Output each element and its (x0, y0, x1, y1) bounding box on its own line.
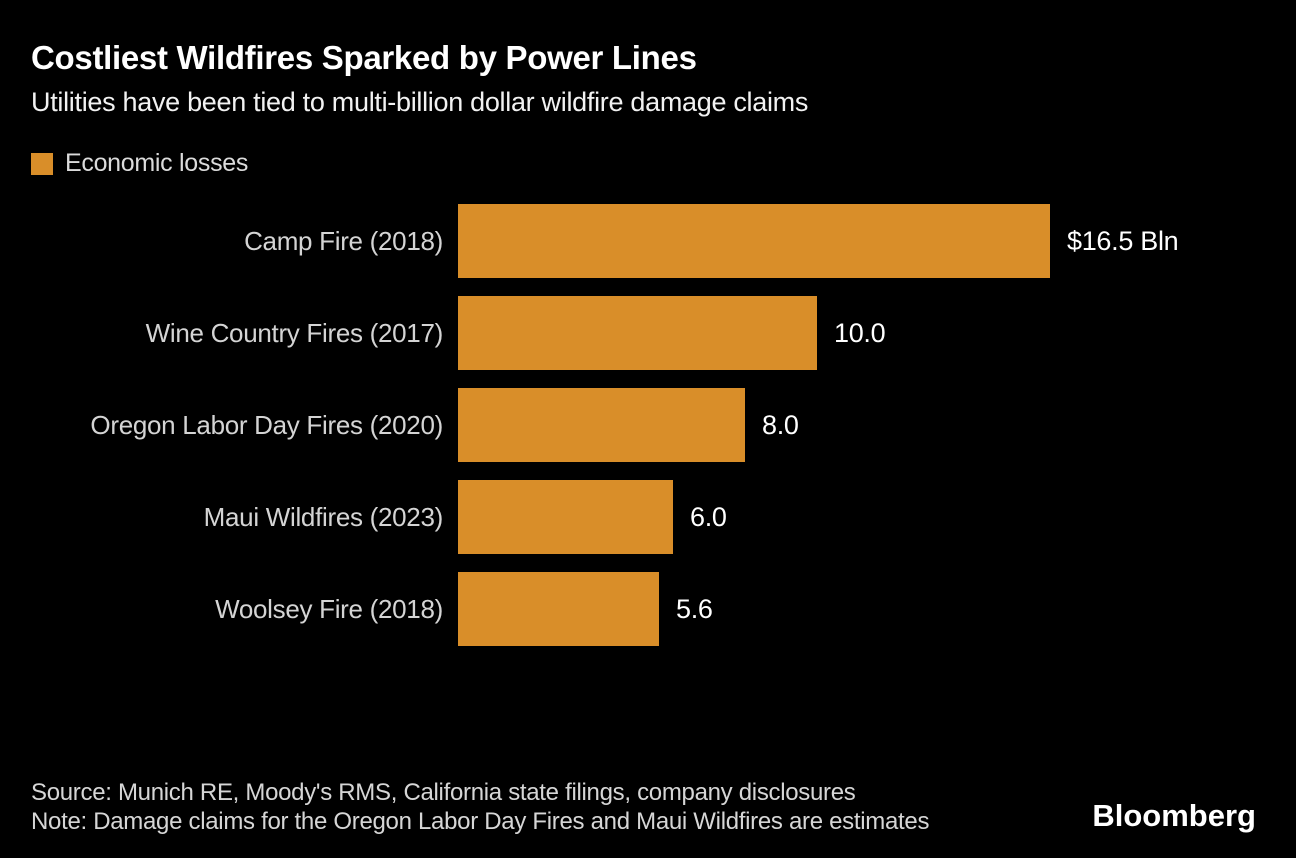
bar-row: Camp Fire (2018) $16.5 Bln (0, 204, 1296, 279)
bar (458, 480, 673, 555)
legend-label: Economic losses (65, 149, 249, 178)
chart-header: Costliest Wildfires Sparked by Power Lin… (0, 0, 1296, 178)
bar (458, 388, 745, 463)
bar (458, 296, 817, 371)
footer: Source: Munich RE, Moody's RMS, Californ… (31, 778, 929, 836)
category-label: Woolsey Fire (2018) (215, 593, 443, 624)
bar-row: Maui Wildfires (2023) 6.0 (0, 480, 1296, 555)
bar-row: Woolsey Fire (2018) 5.6 (0, 572, 1296, 647)
category-label: Maui Wildfires (2023) (203, 501, 444, 532)
legend-swatch-icon (31, 152, 53, 175)
source-text: Source: Munich RE, Moody's RMS, Californ… (31, 779, 856, 806)
value-label: 10.0 (834, 317, 886, 348)
category-label: Wine Country Fires (2017) (145, 317, 444, 348)
note-text: Note: Damage claims for the Oregon Labor… (31, 808, 930, 835)
value-label: 8.0 (762, 409, 799, 440)
bar (458, 572, 659, 647)
bar-row: Oregon Labor Day Fires (2020) 8.0 (0, 388, 1296, 463)
chart-subtitle: Utilities have been tied to multi-billio… (31, 87, 809, 118)
category-label: Camp Fire (2018) (244, 225, 443, 256)
chart-title: Costliest Wildfires Sparked by Power Lin… (31, 39, 697, 76)
bar-row: Wine Country Fires (2017) 10.0 (0, 296, 1296, 371)
value-label: $16.5 Bln (1067, 225, 1179, 256)
legend: Economic losses (31, 149, 1265, 178)
value-label: 6.0 (690, 501, 727, 532)
value-label: 5.6 (676, 593, 713, 624)
bloomberg-logo: Bloomberg (1092, 798, 1256, 833)
bar-chart: Camp Fire (2018) $16.5 Bln Wine Country … (0, 204, 1296, 647)
category-label: Oregon Labor Day Fires (2020) (90, 409, 443, 440)
bar (458, 204, 1050, 279)
